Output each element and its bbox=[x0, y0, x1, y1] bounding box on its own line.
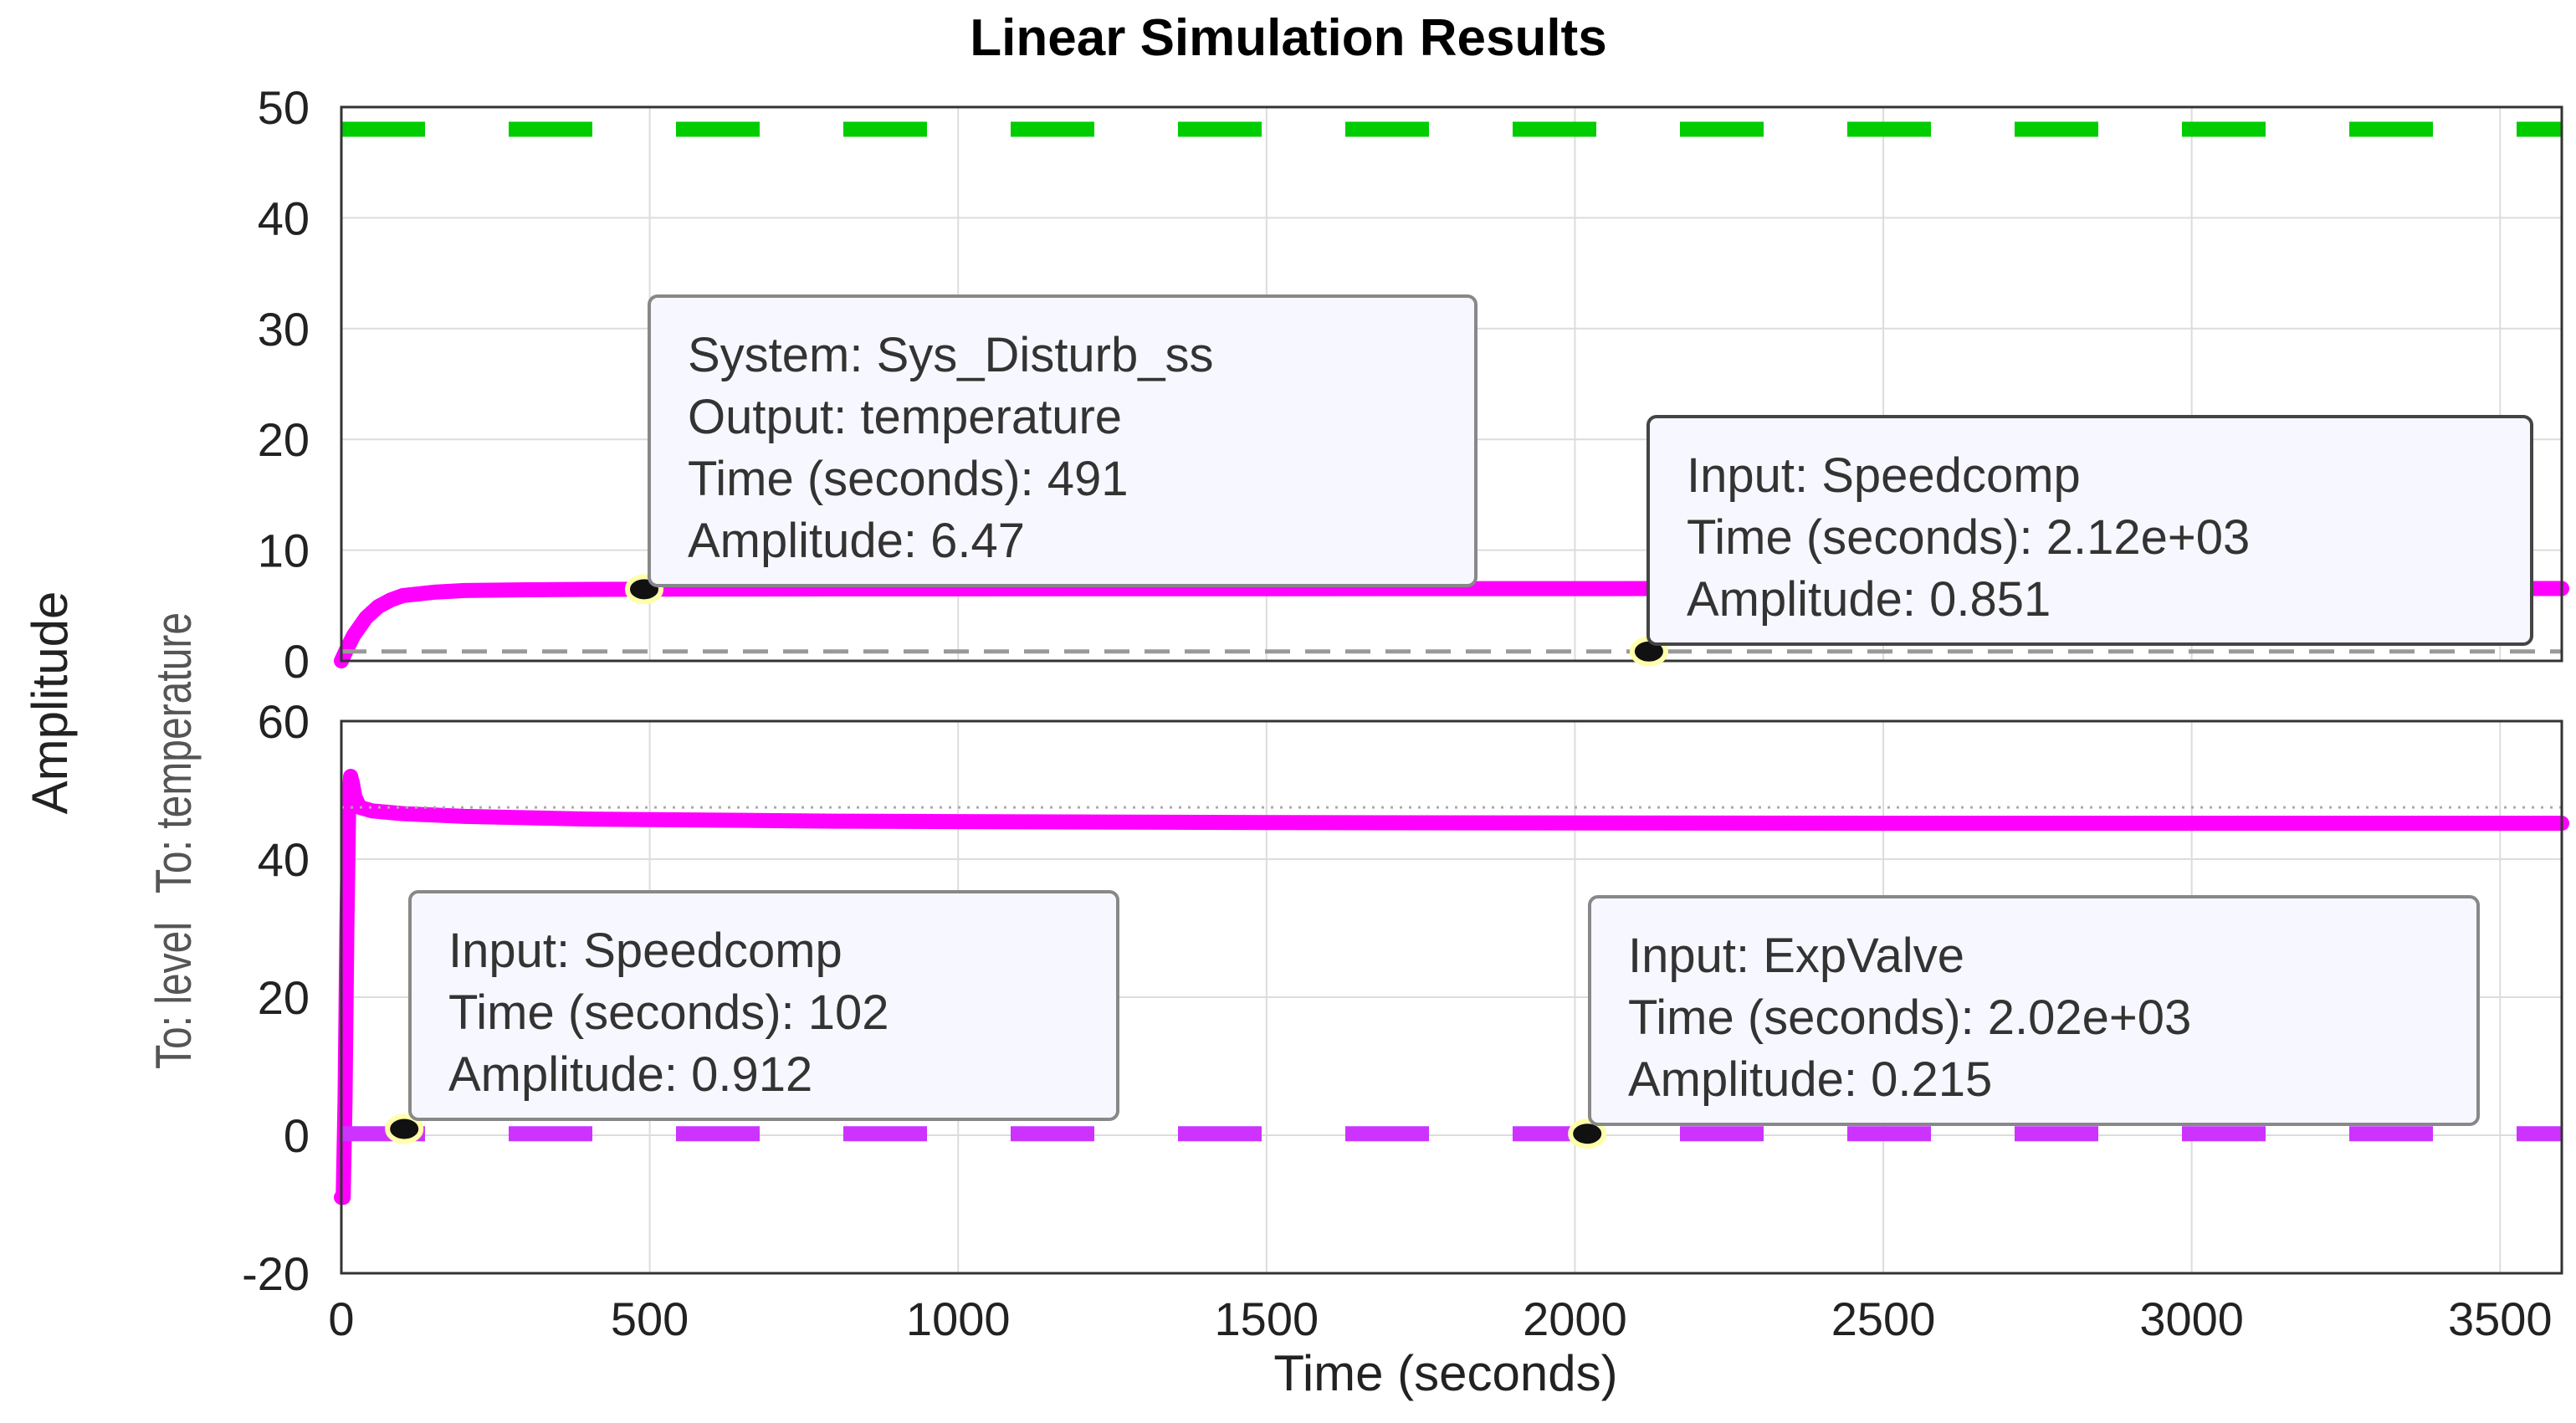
datatip-line: System: Sys_Disturb_ss bbox=[688, 328, 1214, 382]
datatip-marker bbox=[1568, 1118, 1607, 1149]
datatip-box bbox=[1588, 895, 2480, 1126]
x-tick-label: 1500 bbox=[1215, 1292, 1319, 1345]
x-tick-label: 1000 bbox=[906, 1292, 1011, 1345]
row-label: To: temperature bbox=[146, 612, 202, 893]
series-line-sys-disturb-ss-response bbox=[334, 581, 2569, 668]
x-tick-label: 2500 bbox=[1831, 1292, 1936, 1345]
datatip-line: Input: Speedcomp bbox=[448, 924, 842, 978]
x-axis-label: Time (seconds) bbox=[1273, 1345, 1617, 1401]
y-tick-label: 0 bbox=[284, 1109, 310, 1162]
y-tick-label: 30 bbox=[258, 303, 310, 356]
y-tick-label: 60 bbox=[258, 695, 310, 748]
chart-title: Linear Simulation Results bbox=[970, 9, 1606, 67]
y-tick-label: 20 bbox=[258, 971, 310, 1024]
datatip-line: Amplitude: 0.912 bbox=[448, 1047, 812, 1102]
panel-1: -20 0 20 40 60 To: level Input: Speedcomp Time … bbox=[146, 695, 2569, 1300]
axes-frame bbox=[340, 719, 2563, 1275]
y-tick-label: 40 bbox=[258, 192, 310, 244]
datatip-line: Output: temperature bbox=[688, 390, 1122, 444]
y-tick-label: -20 bbox=[242, 1247, 310, 1300]
x-tick-label: 3000 bbox=[2139, 1292, 2244, 1345]
datatip-line: Amplitude: 0.215 bbox=[1628, 1052, 1992, 1107]
datatip-box bbox=[648, 294, 1477, 587]
datatip-box bbox=[408, 890, 1119, 1121]
x-tick-label: 2000 bbox=[1523, 1292, 1627, 1345]
row-label: To: level bbox=[146, 922, 202, 1069]
datatip-box bbox=[1646, 415, 2533, 646]
x-tick-label: 500 bbox=[611, 1292, 689, 1345]
x-tick-label: 0 bbox=[328, 1292, 354, 1345]
y-tick-label: 10 bbox=[258, 525, 310, 577]
panel-0: 0 10 20 30 40 50 To: temperature System: Sys_Di… bbox=[146, 81, 2569, 893]
x-tick-label: 3500 bbox=[2448, 1292, 2553, 1345]
datatip-line: Time (seconds): 2.12e+03 bbox=[1687, 510, 2250, 565]
datatip-line: Input: Speedcomp bbox=[1687, 448, 2081, 503]
datatip-line: Amplitude: 0.851 bbox=[1687, 572, 2051, 627]
datatip-line: Amplitude: 6.47 bbox=[688, 514, 1025, 568]
datatip-line: Time (seconds): 2.02e+03 bbox=[1628, 990, 2191, 1045]
datatip-marker bbox=[385, 1113, 424, 1144]
y-tick-label: 20 bbox=[258, 413, 310, 466]
datatip-line: Input: ExpValve bbox=[1628, 929, 1964, 983]
y-axis-label: Amplitude bbox=[22, 591, 78, 815]
y-tick-label: 0 bbox=[284, 635, 310, 688]
y-tick-label: 50 bbox=[258, 81, 310, 134]
axes-frame bbox=[340, 105, 2563, 663]
datatip-line: Time (seconds): 491 bbox=[688, 452, 1129, 506]
y-tick-label: 40 bbox=[258, 833, 310, 886]
datatip-line: Time (seconds): 102 bbox=[448, 985, 889, 1040]
